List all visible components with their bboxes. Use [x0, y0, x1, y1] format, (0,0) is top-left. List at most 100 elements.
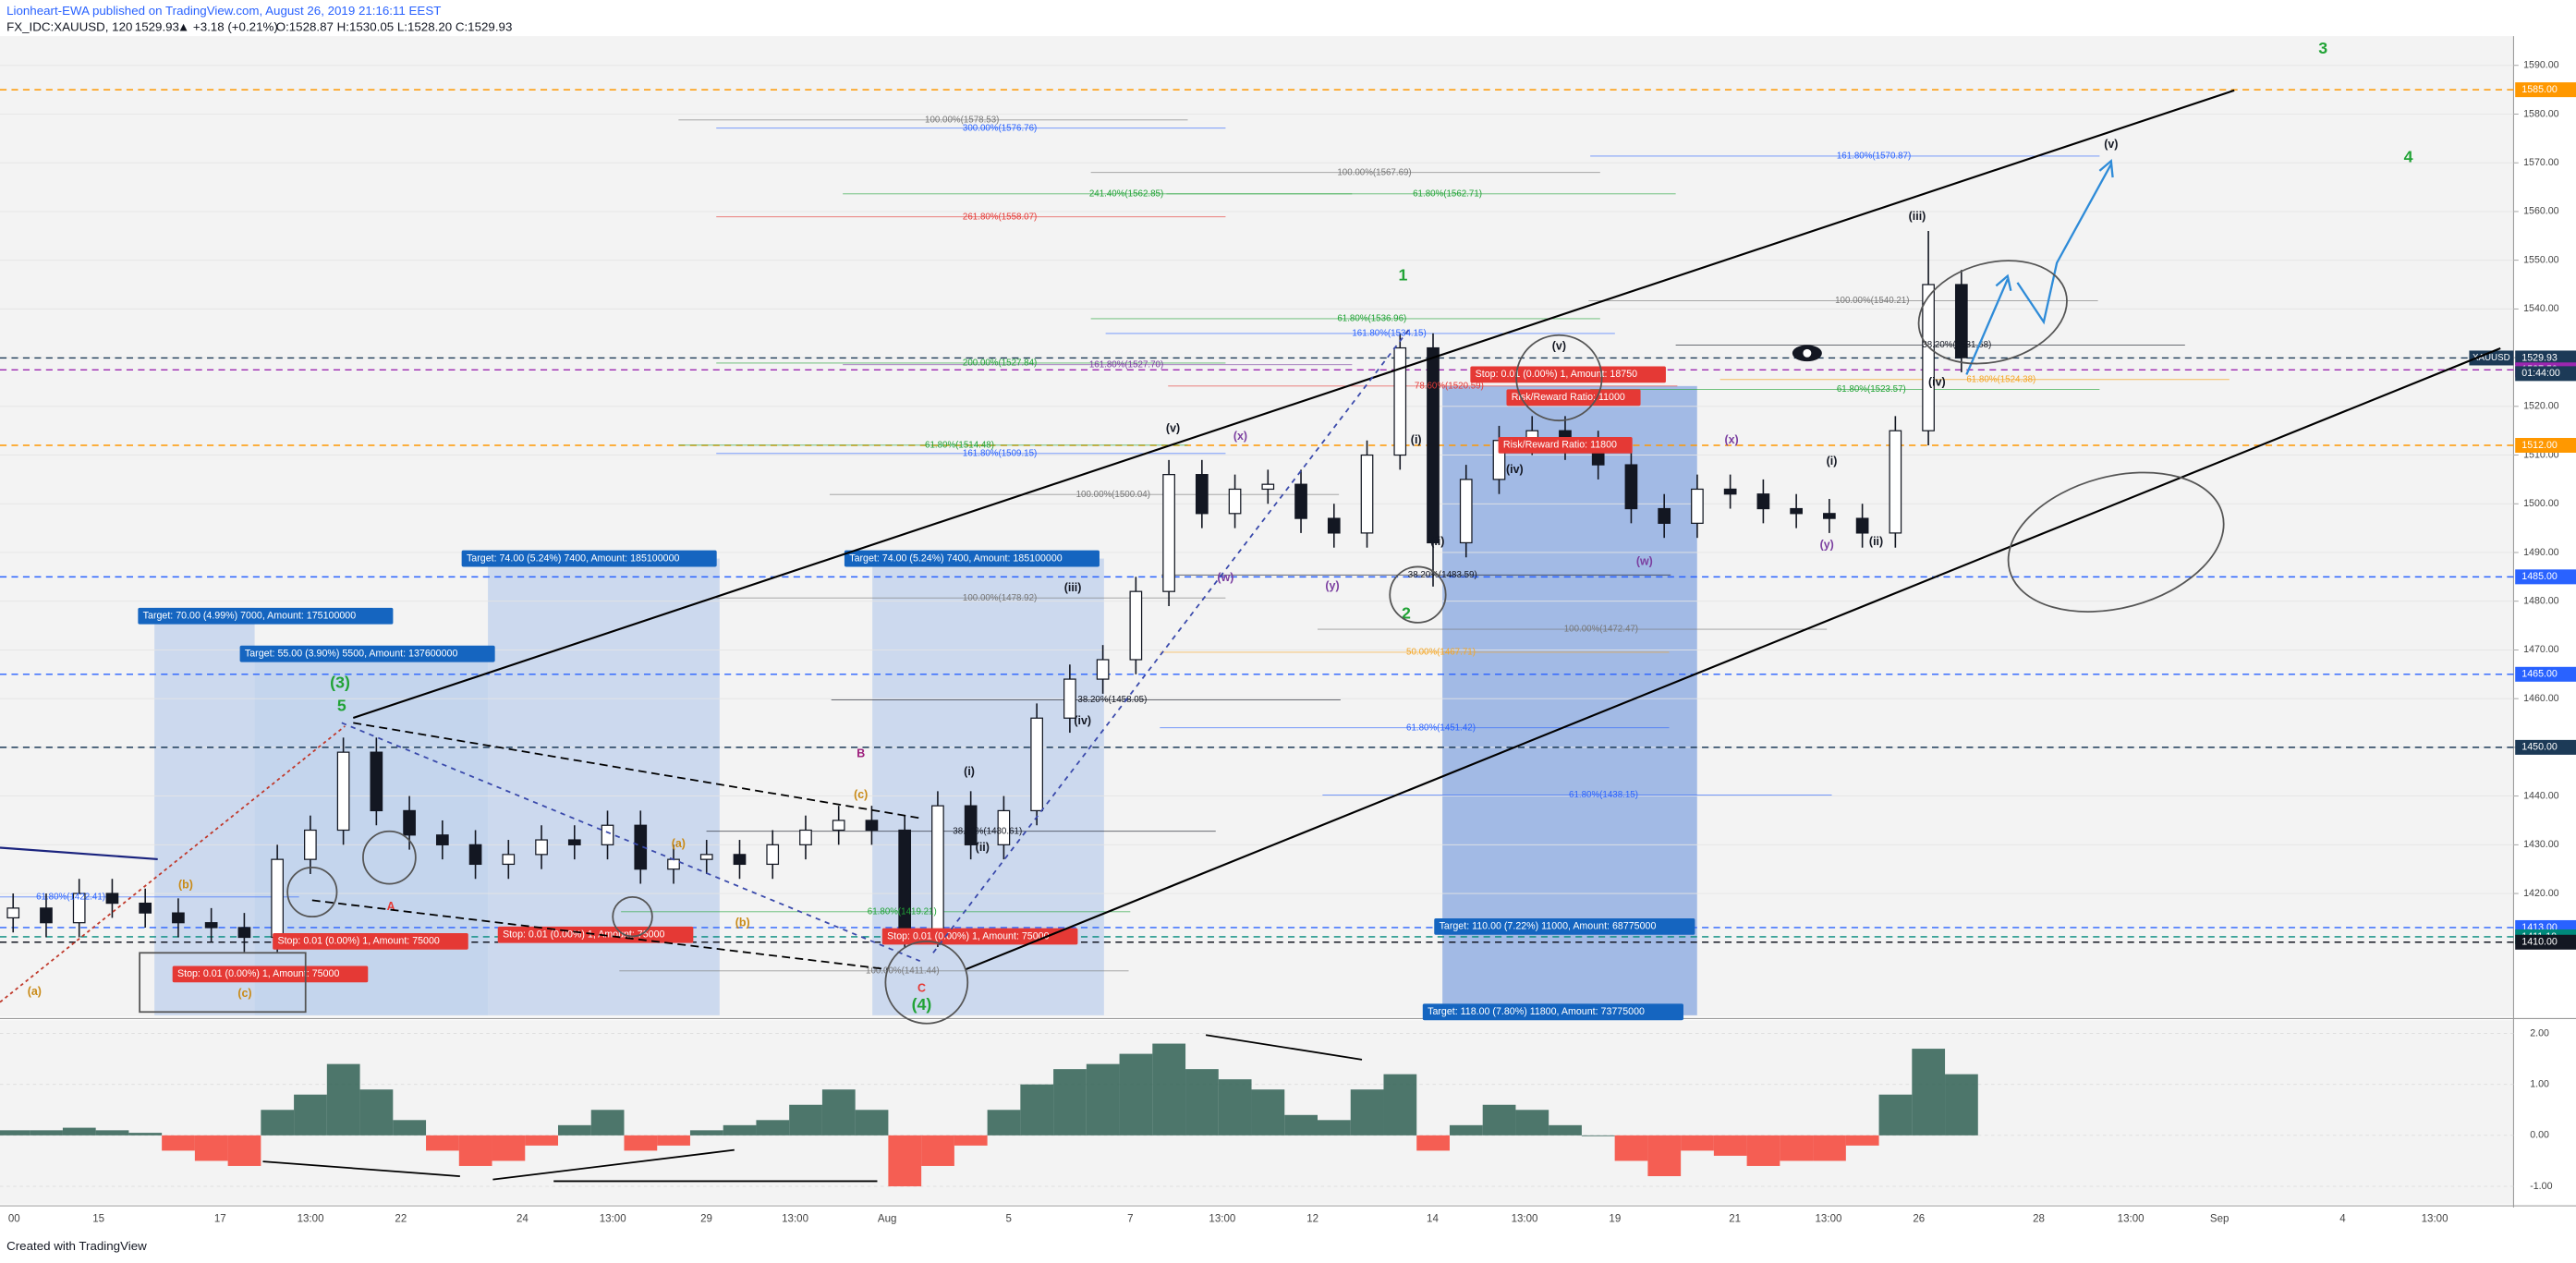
fib-label: 161.80%(1527.70) [1089, 359, 1163, 370]
y-tick-label: 1550.00 [2523, 254, 2559, 265]
highlight-circle [1389, 565, 1447, 624]
y-tick-label: 1540.00 [2523, 303, 2559, 314]
oscillator-bar [1713, 1135, 1747, 1156]
candle-body [1228, 488, 1242, 515]
x-tick-label: 13:00 [2118, 1213, 2145, 1224]
wave-label: 3 [2318, 39, 2327, 57]
wave-label: 1 [1399, 265, 1408, 284]
ohlc: O:1528.87 H:1530.05 L:1528.20 C:1529.93 [276, 20, 513, 34]
zone [1442, 385, 1697, 1015]
oscillator-bar [393, 1120, 427, 1135]
oscillator-bar [689, 1130, 723, 1135]
fib-label: 241.40%(1562.85) [1089, 188, 1163, 199]
wave-label: (a) [672, 837, 686, 850]
oscillator-bar [1185, 1069, 1219, 1135]
x-tick-label: 13:00 [2422, 1213, 2448, 1224]
oscillator-bar [1945, 1074, 1978, 1135]
x-tick-label: 22 [395, 1213, 407, 1224]
wave-label: B [857, 747, 865, 759]
fib-label: 100.00%(1578.53) [925, 115, 999, 125]
wave-label: 5 [337, 696, 346, 714]
oscillator-bar [1086, 1063, 1120, 1135]
price-tag [2515, 934, 2576, 950]
oscillator-bar [987, 1110, 1021, 1135]
trend-line [311, 899, 888, 970]
target-label: Target: 74.00 (5.24%) 7400, Amount: 1851… [849, 553, 1063, 564]
wave-label: (x) [1233, 430, 1247, 443]
candle-body [1096, 659, 1110, 680]
candle-body [535, 839, 548, 856]
candle-body [766, 844, 780, 866]
fib-label: 61.80%(1438.15) [1569, 790, 1638, 800]
fib-label: 61.80%(1562.71) [1413, 188, 1482, 199]
candle-body [1327, 517, 1341, 534]
highlight-ellipse [2007, 471, 2225, 613]
wave-label: (v) [1166, 421, 1180, 434]
x-tick-label: 17 [214, 1213, 226, 1224]
fib-label: 100.00%(1500.04) [1076, 490, 1150, 500]
stop-box [172, 965, 369, 983]
fib-label: 61.80%(1419.21) [868, 906, 937, 917]
candle-body [1954, 284, 1968, 358]
candle-body [1162, 474, 1175, 592]
price-tag [2515, 739, 2576, 755]
oscillator-bar [756, 1120, 790, 1135]
wave-label: (i) [1411, 433, 1422, 446]
wave-label: (iii) [1064, 581, 1082, 594]
x-tick-label: 13:00 [298, 1213, 324, 1224]
oscillator-bar [525, 1135, 559, 1146]
fib-label: 61.80%(1451.42) [1406, 723, 1476, 733]
x-tick-label: 12 [1306, 1213, 1318, 1224]
trend-line [932, 328, 1411, 953]
candle-body [336, 751, 350, 832]
last-price: 1529.93 [135, 20, 179, 34]
candle-body [1195, 474, 1209, 515]
price-tag-label: 1450.00 [2521, 742, 2558, 753]
oscillator-bar [0, 1130, 30, 1135]
fib-label: 161.80%(1509.15) [963, 448, 1037, 458]
candle-body [634, 824, 648, 870]
oscillator-bar [492, 1135, 526, 1161]
highlight-ellipse [1917, 260, 2068, 365]
x-tick-label: 14 [1427, 1213, 1439, 1224]
oscillator-bar [30, 1130, 63, 1135]
candle-body [1922, 284, 1935, 431]
oscillator-bar [1614, 1135, 1648, 1161]
target-label: Target: 70.00 (4.99%) 7000, Amount: 1751… [143, 611, 357, 622]
stop-box [497, 926, 694, 943]
x-tick-label: 13:00 [782, 1213, 808, 1224]
oscillator-bar [657, 1135, 690, 1146]
wave-label: (ii) [1430, 535, 1444, 548]
candle-body [1063, 678, 1076, 719]
candle-body [370, 751, 383, 812]
oscillator-bar [1878, 1094, 1913, 1135]
price-tag-label: 1485.00 [2521, 571, 2558, 582]
candle-body [1790, 507, 1803, 515]
candle-body [271, 858, 284, 939]
oscillator-bar [1383, 1074, 1417, 1135]
oscillator-bar [261, 1110, 295, 1135]
oscillator-bar [1350, 1089, 1384, 1135]
candle-body [1823, 513, 1836, 519]
oscillator-bar [162, 1135, 195, 1151]
oscillator-bar [821, 1089, 856, 1135]
target-box [1434, 917, 1695, 935]
candle-body [1723, 488, 1737, 495]
target-label: Target: 110.00 (7.22%) 11000, Amount: 68… [1440, 921, 1657, 932]
candle-body [865, 820, 879, 832]
wave-label: (a) [28, 985, 42, 998]
price-tag-label: 1410.00 [2521, 937, 2558, 948]
candle-body [1030, 717, 1043, 812]
x-tick-label: 29 [700, 1213, 712, 1224]
highlight-circle [884, 940, 969, 1025]
fib-label: 38.20%(1430.61) [953, 826, 1022, 836]
target-box [239, 645, 495, 662]
oscillator-bar [921, 1135, 954, 1166]
candle-body [403, 809, 416, 836]
x-tick-label: 00 [8, 1213, 20, 1224]
trend-line [966, 346, 2501, 971]
y-tick-label: 2.00 [2530, 1027, 2549, 1038]
fib-label: 100.00%(1540.21) [1835, 296, 1909, 306]
price-tag [2515, 437, 2576, 454]
wave-label: (3) [330, 673, 350, 691]
